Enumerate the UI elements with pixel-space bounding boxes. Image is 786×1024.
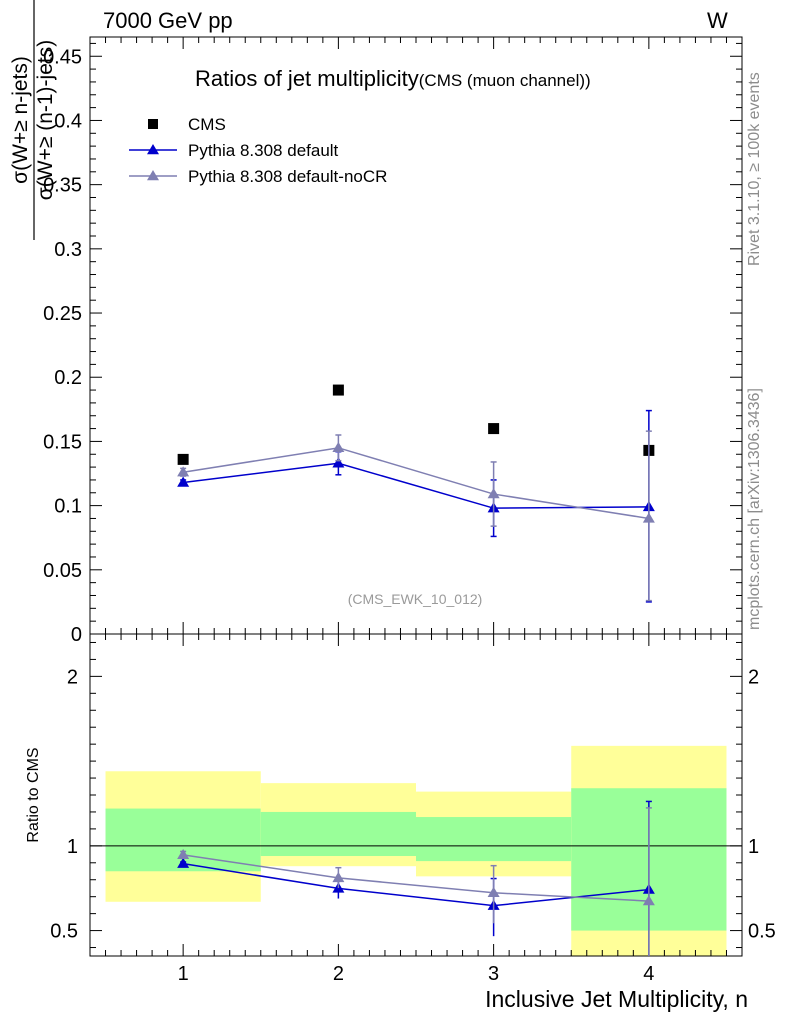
main-y-tick-label: 0.15	[43, 431, 82, 453]
legend-marker-cms	[148, 119, 158, 129]
ratio-x-tick-label: 2	[333, 963, 344, 985]
ratio-y-axis-label: Ratio to CMS	[25, 747, 42, 842]
y-label-denominator: σ(W+≥ (n-1)-jets)	[34, 40, 57, 200]
main-y-tick-label: 0	[71, 624, 82, 646]
ratio-y-tick-label: 2	[67, 666, 78, 688]
ratio-pythia-8-308-default-nocr-point	[332, 871, 345, 883]
ratio-pythia-8-308-default-nocr-line	[183, 854, 649, 902]
x-axis-label: Inclusive Jet Multiplicity, n	[485, 986, 748, 1012]
pythia-8-308-default-nocr-point	[487, 488, 500, 499]
main-y-tick-label: 0.05	[43, 560, 82, 582]
ratio-y-tick-label-right: 1	[748, 836, 759, 858]
main-y-tick-label: 0.35	[43, 175, 82, 197]
ratio-y-tick-label: 1	[67, 836, 78, 858]
ratio-pythia-8-308-default-point	[177, 857, 190, 868]
ratio-y-tick-label-right: 2	[748, 666, 759, 688]
cms-data-point	[177, 453, 189, 465]
legend-marker-triangle	[147, 170, 159, 181]
pythia-8-308-default-nocr-point	[332, 441, 345, 453]
ratio-uncertainty-bands	[105, 745, 727, 956]
pythia-8-308-default-point	[177, 476, 190, 487]
legend-marker-triangle	[147, 144, 159, 155]
ratio-x-tick-label: 1	[178, 963, 189, 985]
cms-data-point	[332, 384, 344, 396]
chart-text: 0 0.05 0.1 0.15 0.2 0.25 0.3 0.35 0.4 0.45 1 2 3 4 0.5…	[9, 0, 776, 1012]
analysis-tag: (CMS_EWK_10_012)	[348, 591, 483, 607]
main-y-axis-label: σ(W+≥ n-jets) σ(W+≥ (n-1)-jets)	[9, 0, 57, 240]
ratio-pythia-8-308-default-nocr-point	[642, 895, 655, 906]
main-y-tick-label: 0.1	[54, 496, 82, 518]
legend-label: Pythia 8.308 default-noCR	[188, 167, 387, 186]
y-label-numerator: σ(W+≥ n-jets)	[9, 56, 32, 184]
data-series	[177, 384, 655, 956]
main-y-tick-label: 0.25	[43, 303, 82, 325]
pythia-8-308-default-line	[183, 462, 649, 509]
main-y-tick-label: 0.4	[54, 110, 82, 132]
pythia-8-308-default-point	[332, 457, 345, 468]
main-y-tick-label: 0.3	[54, 239, 82, 261]
chart-title: Ratios of jet multiplicity(CMS (muon cha…	[195, 66, 591, 91]
chart-title-main: Ratios of jet multiplicity	[195, 66, 419, 91]
ratio-pythia-8-308-default-nocr-point	[177, 848, 190, 860]
pythia-8-308-default-nocr-point	[177, 466, 190, 477]
ratio-pythia-8-308-default-nocr-point	[487, 886, 500, 897]
ratio-y-tick-label-right: 0.5	[748, 921, 776, 943]
pythia-8-308-default-nocr-point	[642, 512, 655, 523]
legend-label: CMS	[188, 115, 226, 134]
main-y-tick-label: 0.45	[43, 46, 82, 68]
legend: CMS Pythia 8.308 default Pythia 8.308 defa…	[129, 115, 387, 186]
header-right-label: W	[707, 8, 728, 33]
main-y-tick-label: 0.2	[54, 367, 82, 389]
ratio-x-tick-label: 4	[643, 963, 654, 985]
ratio-x-tick-label: 3	[488, 963, 499, 985]
ratio-band-green-2	[260, 811, 416, 857]
header-left-label: 7000 GeV pp	[103, 8, 233, 33]
pythia-8-308-default-nocr-line	[183, 447, 649, 520]
chart-subtitle: (CMS (muon channel))	[419, 71, 591, 90]
legend-label: Pythia 8.308 default	[188, 141, 339, 160]
axis-ticks	[90, 37, 742, 956]
cms-data-point	[488, 423, 500, 435]
ratio-y-tick-label: 0.5	[50, 921, 78, 943]
ratio-band-green-3	[416, 817, 572, 862]
